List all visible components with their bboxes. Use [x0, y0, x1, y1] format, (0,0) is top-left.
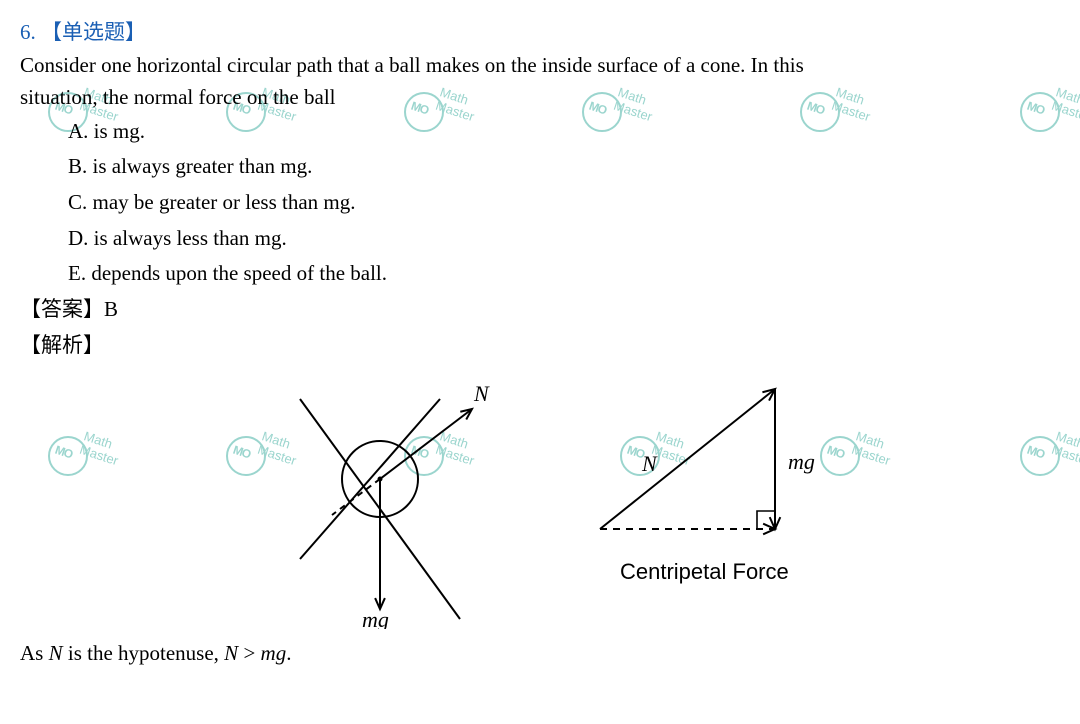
option-b: B. is always greater than mg. [68, 149, 1060, 185]
svg-text:N: N [473, 381, 490, 406]
question-header: 6. 【单选题】 [20, 16, 1060, 49]
option-d: D. is always less than mg. [68, 221, 1060, 257]
question-type: 【单选题】 [41, 20, 146, 44]
option-a: A. is mg. [68, 114, 1060, 150]
options-list: A. is mg. B. is always greater than mg. … [20, 114, 1060, 292]
svg-text:N: N [641, 451, 658, 476]
cone-ball-diagram: Nmg [240, 369, 500, 629]
svg-text:mg: mg [788, 449, 815, 474]
conclusion-line: As N is the hypotenuse, N > mg. [20, 641, 1060, 666]
svg-text:mg: mg [362, 607, 389, 629]
option-e: E. depends upon the speed of the ball. [68, 256, 1060, 292]
explanation-label: 【解析】 [20, 328, 1060, 364]
diagram-area: Nmg Nmg Centripetal Force [20, 369, 1060, 629]
option-c: C. may be greater or less than mg. [68, 185, 1060, 221]
question-stem-line1: Consider one horizontal circular path th… [20, 49, 1060, 82]
svg-text:Centripetal Force: Centripetal Force [620, 559, 789, 584]
answer-value: B [104, 297, 118, 321]
force-triangle-diagram: Nmg Centripetal Force [560, 369, 840, 599]
question-number: 6. [20, 20, 36, 44]
answer-line: 【答案】B [20, 292, 1060, 328]
question-stem-line2: situation, the normal force on the ball [20, 81, 1060, 114]
answer-label: 【答案】 [20, 297, 104, 321]
